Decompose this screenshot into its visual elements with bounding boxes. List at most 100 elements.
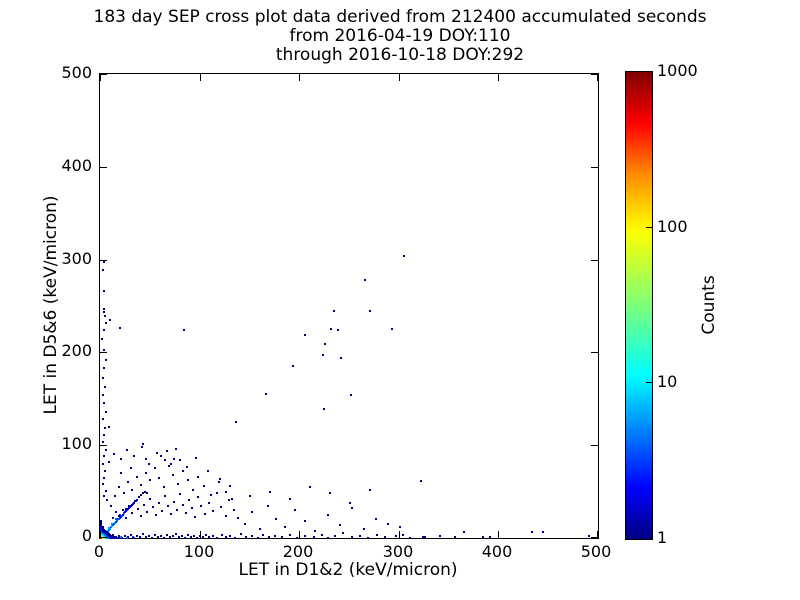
data-point	[122, 514, 124, 516]
data-point	[179, 459, 181, 461]
tick-mark	[591, 352, 598, 353]
data-point	[197, 496, 199, 498]
data-point	[149, 498, 151, 500]
data-point	[101, 338, 103, 340]
y-tick-label: 300	[61, 249, 92, 268]
data-point	[148, 463, 150, 465]
colorbar-tick-mark	[646, 227, 652, 228]
data-point	[138, 496, 140, 498]
data-point	[111, 525, 113, 527]
data-point	[105, 359, 107, 361]
y-tick-label: 500	[61, 63, 92, 82]
data-point	[251, 535, 253, 537]
data-point	[133, 455, 135, 457]
colorbar-tick-label: 1000	[657, 61, 698, 80]
data-point	[103, 329, 105, 331]
data-point	[251, 511, 253, 513]
data-point	[191, 507, 193, 509]
data-point	[422, 536, 424, 538]
tick-mark	[100, 260, 107, 261]
tick-mark	[100, 537, 107, 538]
data-point	[349, 502, 351, 504]
data-point	[163, 486, 165, 488]
data-point	[395, 535, 397, 537]
tick-mark	[299, 531, 300, 538]
data-point	[130, 534, 132, 536]
colorbar-tick-label: 10	[657, 372, 678, 391]
data-point	[369, 489, 371, 491]
data-point	[107, 530, 109, 532]
data-point	[330, 328, 332, 330]
tick-mark	[299, 74, 300, 81]
colorbar-tick-mark	[646, 382, 652, 383]
data-point	[140, 515, 142, 517]
data-point	[141, 446, 143, 448]
tick-mark	[100, 74, 101, 81]
data-point	[102, 394, 104, 396]
data-point	[284, 526, 286, 528]
data-point	[212, 510, 214, 512]
data-point	[109, 319, 111, 321]
data-point	[402, 534, 404, 536]
data-point	[275, 518, 277, 520]
data-point	[108, 461, 110, 463]
data-point	[281, 536, 283, 538]
data-point	[106, 499, 108, 501]
data-point	[102, 377, 104, 379]
data-point	[424, 536, 426, 538]
data-point	[127, 536, 129, 538]
data-point	[108, 533, 110, 535]
data-point	[140, 484, 142, 486]
data-point	[125, 517, 127, 519]
data-point	[155, 514, 157, 516]
data-point	[322, 354, 324, 356]
data-point	[154, 467, 156, 469]
data-point	[103, 367, 105, 369]
data-point	[154, 534, 156, 536]
data-point	[143, 504, 145, 506]
data-point	[363, 528, 365, 530]
data-point	[103, 311, 105, 313]
y-tick-label: 100	[61, 434, 92, 453]
data-point	[152, 506, 154, 508]
data-point	[148, 535, 150, 537]
data-point	[192, 489, 194, 491]
data-point	[160, 535, 162, 537]
data-point	[131, 504, 133, 506]
data-point	[375, 518, 377, 520]
data-point	[118, 518, 120, 520]
colorbar-tick-label: 1	[657, 528, 668, 547]
data-point	[157, 536, 159, 538]
tick-mark	[591, 74, 598, 75]
data-point	[164, 495, 166, 497]
data-point	[145, 536, 147, 538]
data-point	[166, 450, 168, 452]
data-point	[187, 479, 189, 481]
data-point	[104, 470, 106, 472]
data-point	[542, 531, 544, 533]
data-point	[231, 498, 233, 500]
data-point	[119, 514, 121, 516]
x-tick-label: 200	[282, 542, 314, 561]
data-point	[125, 510, 127, 512]
data-point	[130, 505, 132, 507]
data-point	[269, 491, 271, 493]
data-point	[177, 483, 179, 485]
data-point	[489, 536, 491, 538]
data-point	[170, 513, 172, 515]
data-point	[588, 535, 590, 537]
data-point	[244, 523, 246, 525]
data-point	[112, 534, 114, 536]
data-point	[151, 537, 153, 539]
tick-mark	[100, 445, 107, 446]
data-point	[105, 490, 107, 492]
data-point	[103, 455, 105, 457]
data-point	[104, 427, 106, 429]
data-point	[190, 536, 192, 538]
data-point	[219, 478, 221, 480]
data-point	[122, 509, 124, 511]
chart-title-line-1: 183 day SEP cross plot data derived from…	[93, 7, 707, 27]
data-point	[108, 527, 110, 529]
data-point	[126, 449, 128, 451]
data-point	[128, 507, 130, 509]
